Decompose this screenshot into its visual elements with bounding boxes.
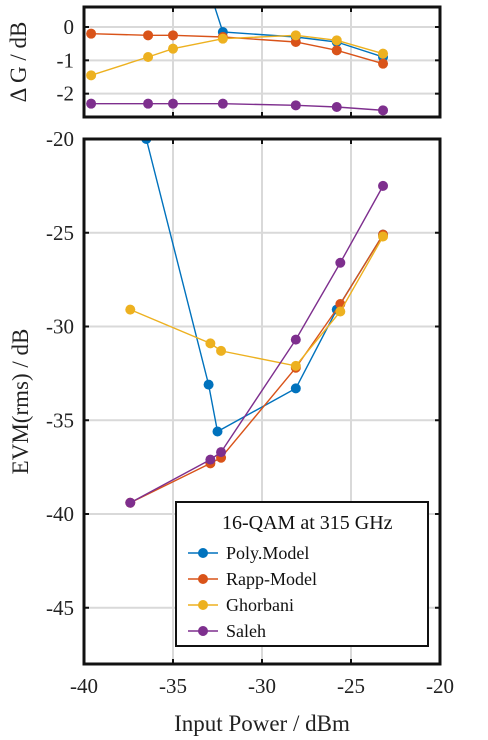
data-point [216,447,227,458]
legend-marker [198,548,208,558]
data-point [290,30,301,41]
legend: 16-QAM at 315 GHz Poly.Model Rapp-Model Gho… [175,501,429,647]
legend-label: Ghorbani [226,595,294,615]
legend-label: Rapp-Model [226,569,317,589]
data-point [378,180,389,191]
data-point [143,98,154,109]
plot-area [125,139,389,508]
y-axis-label: Δ G / dB [6,22,31,103]
data-point [290,100,301,111]
data-point [205,454,216,465]
data-point [212,426,223,437]
y-tick-label: -30 [46,315,74,339]
legend-marker [198,626,208,636]
y-axis-label: EVM(rms) / dB [8,329,33,475]
x-tick-label: -35 [159,674,187,698]
evm-panel: -45 -40 -35 -30 -25 -20 -40 -35 -30 -25 -20 Input P… [8,127,454,736]
data-point [331,35,342,46]
data-point [205,338,216,349]
data-point [378,231,389,242]
legend-item: Ghorbani [188,595,294,615]
data-point [168,30,178,41]
data-point [290,334,301,345]
x-tick-label: -25 [337,674,365,698]
data-point [378,48,389,59]
data-point [143,52,154,62]
x-axis-label: Input Power / dBm [174,711,350,736]
x-tick-label: -20 [426,674,454,698]
legend-marker [198,600,208,610]
y-tick-label: -2 [57,82,75,106]
data-point [86,28,97,39]
legend-label: Saleh [226,621,266,641]
data-point [378,105,389,116]
series-line [130,236,384,367]
data-point [168,98,178,109]
series-line [129,185,384,504]
legend-marker [198,574,208,584]
data-point [143,30,154,41]
legend-item: Rapp-Model [188,569,317,589]
data-point [217,98,228,109]
data-point [86,98,97,109]
series-line [214,7,384,58]
data-point [217,33,228,44]
data-point [290,383,301,394]
data-point [335,257,346,268]
legend-item: Poly.Model [188,543,309,563]
y-tick-label: -20 [46,127,74,151]
data-point [331,45,342,56]
x-tick-label: -30 [248,674,276,698]
data-point [335,306,346,317]
data-point [125,304,136,315]
legend-title: 16-QAM at 315 GHz [222,512,393,534]
data-point [216,345,227,356]
y-tick-label: 0 [64,15,75,39]
x-tick-label: -40 [70,674,98,698]
y-tick-label: -25 [46,221,74,245]
y-tick-label: -45 [46,596,74,620]
data-point [125,497,136,508]
data-point [86,70,97,81]
data-point [331,102,342,112]
data-point [378,58,389,69]
series-line [129,234,384,504]
data-point [203,379,214,390]
y-tick-label: -40 [46,502,74,526]
legend-box [175,501,429,647]
delta-gain-panel: -2 -1 0 Δ G / dB [6,5,442,119]
data-point [290,360,301,371]
y-tick-label: -1 [57,48,75,72]
y-tick-label: -35 [46,408,74,432]
legend-label: Poly.Model [226,543,309,563]
data-point [168,43,178,54]
legend-item: Saleh [188,621,266,641]
plot-area [86,7,389,116]
